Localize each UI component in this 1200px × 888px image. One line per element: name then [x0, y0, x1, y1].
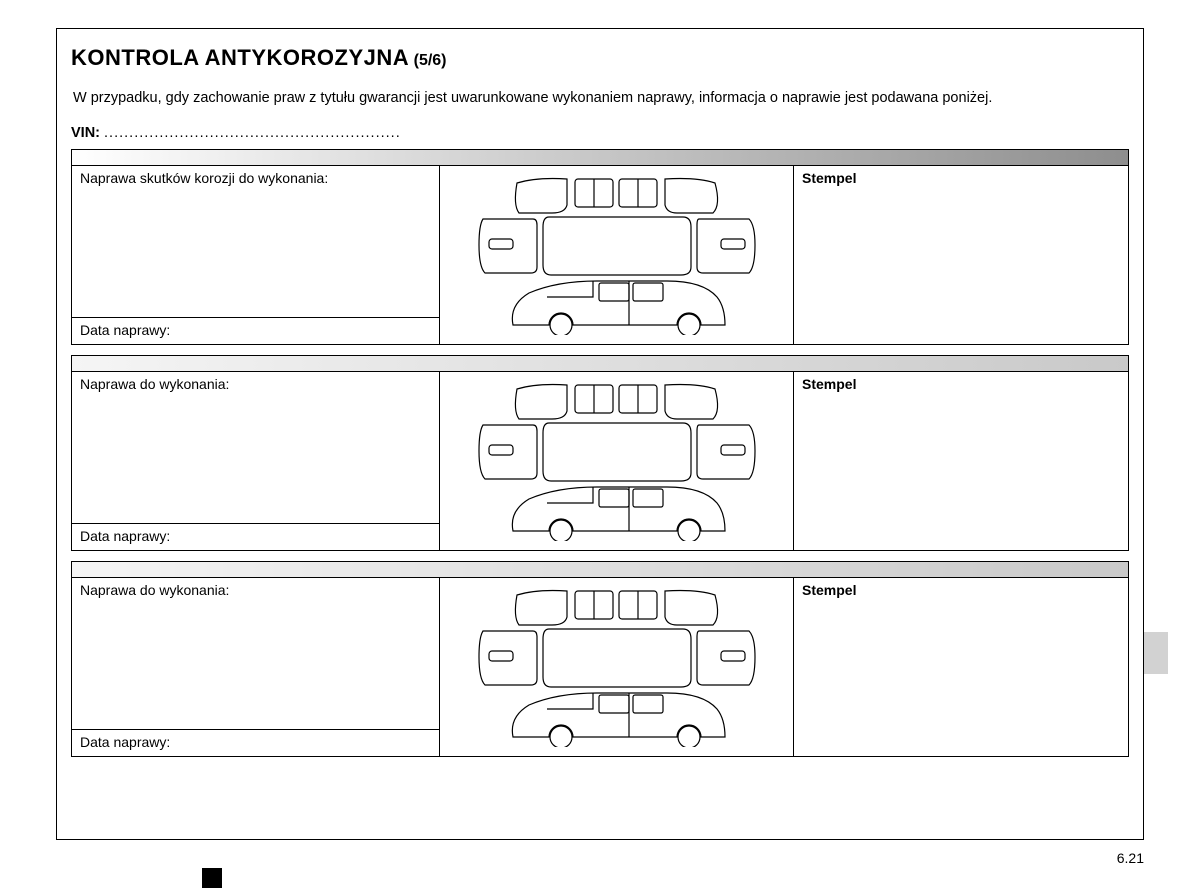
title-pagepart: (5/6): [414, 52, 447, 69]
car-diagram-icon: [477, 587, 757, 747]
diagram-cell: [440, 166, 794, 344]
inspection-section: Naprawa do wykonania: Data naprawy:: [71, 355, 1129, 551]
stamp-label: Stempel: [794, 372, 1128, 550]
intro-text: W przypadku, gdy zachowanie praw z tytuł…: [73, 89, 1127, 109]
date-label: Data naprawy:: [72, 524, 439, 550]
section-header-bar: [72, 356, 1128, 372]
vin-line: VIN: ...................................…: [71, 125, 1129, 141]
repair-label: Naprawa skutków korozji do wykonania:: [72, 166, 439, 318]
left-column: Naprawa do wykonania: Data naprawy:: [72, 578, 440, 756]
section-row: Naprawa skutków korozji do wykonania: Da…: [72, 166, 1128, 344]
page-title: KONTROLA ANTYKOROZYJNA (5/6): [71, 45, 1129, 71]
page-frame: KONTROLA ANTYKOROZYJNA (5/6) W przypadku…: [56, 28, 1144, 840]
diagram-cell: [440, 372, 794, 550]
page-number: 6.21: [1117, 850, 1144, 866]
left-column: Naprawa skutków korozji do wykonania: Da…: [72, 166, 440, 344]
date-label: Data naprawy:: [72, 730, 439, 756]
side-tab: [1144, 632, 1168, 674]
bottom-tab: [202, 868, 222, 888]
car-diagram-icon: [477, 381, 757, 541]
left-column: Naprawa do wykonania: Data naprawy:: [72, 372, 440, 550]
title-main: KONTROLA ANTYKOROZYJNA: [71, 45, 409, 70]
section-row: Naprawa do wykonania: Data naprawy:: [72, 372, 1128, 550]
inspection-section: Naprawa skutków korozji do wykonania: Da…: [71, 149, 1129, 345]
stamp-label: Stempel: [794, 166, 1128, 344]
repair-label: Naprawa do wykonania:: [72, 372, 439, 524]
stamp-label: Stempel: [794, 578, 1128, 756]
section-header-bar: [72, 150, 1128, 166]
car-diagram-icon: [477, 175, 757, 335]
section-row: Naprawa do wykonania: Data naprawy:: [72, 578, 1128, 756]
date-label: Data naprawy:: [72, 318, 439, 344]
inspection-section: Naprawa do wykonania: Data naprawy:: [71, 561, 1129, 757]
repair-label: Naprawa do wykonania:: [72, 578, 439, 730]
page: KONTROLA ANTYKOROZYJNA (5/6) W przypadku…: [0, 0, 1200, 888]
section-header-bar: [72, 562, 1128, 578]
vin-dots: ........................................…: [104, 125, 401, 141]
vin-label: VIN:: [71, 125, 100, 141]
diagram-cell: [440, 578, 794, 756]
